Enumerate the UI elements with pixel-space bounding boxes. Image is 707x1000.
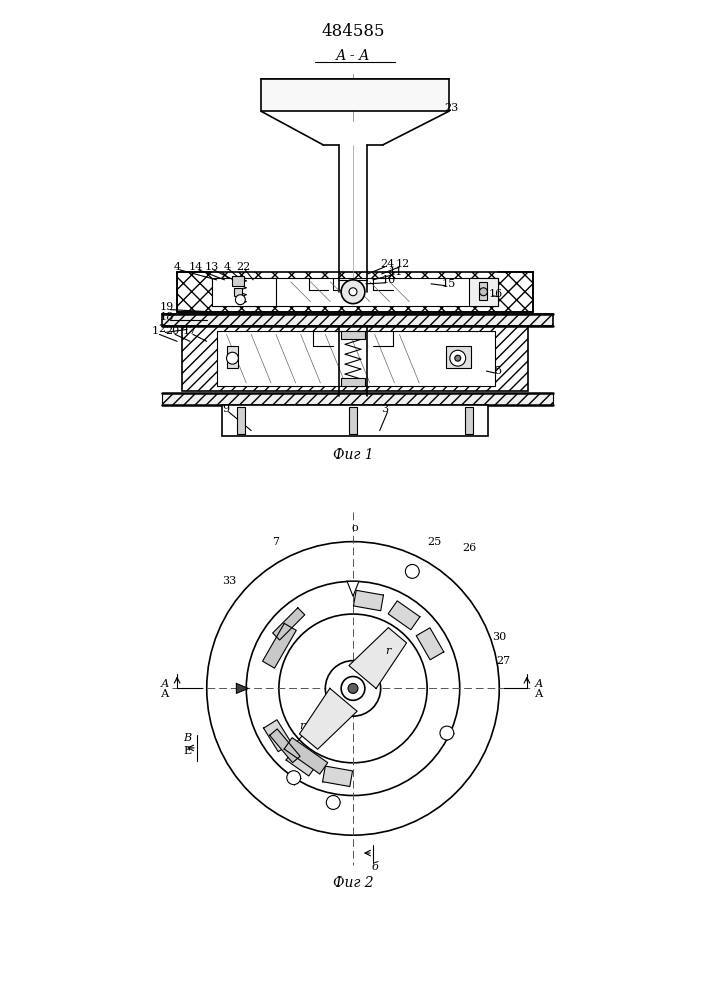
Text: 15: 15 bbox=[442, 279, 456, 289]
Text: 1: 1 bbox=[152, 326, 159, 336]
Circle shape bbox=[455, 355, 461, 361]
Bar bbox=[216, 331, 496, 386]
Polygon shape bbox=[286, 747, 318, 776]
Text: r: r bbox=[385, 646, 390, 656]
Text: 19: 19 bbox=[160, 302, 175, 312]
Circle shape bbox=[341, 280, 365, 304]
Circle shape bbox=[479, 288, 487, 296]
Text: 13: 13 bbox=[204, 262, 218, 272]
Polygon shape bbox=[269, 729, 300, 763]
Text: 33: 33 bbox=[223, 576, 237, 586]
Text: 26: 26 bbox=[462, 543, 477, 553]
Text: 9: 9 bbox=[222, 404, 229, 414]
Text: 4: 4 bbox=[173, 262, 181, 272]
Bar bbox=[341, 378, 365, 386]
Text: 14: 14 bbox=[189, 262, 203, 272]
Polygon shape bbox=[273, 608, 305, 640]
Text: 12: 12 bbox=[395, 259, 409, 269]
Polygon shape bbox=[236, 683, 248, 693]
Text: А: А bbox=[534, 679, 543, 689]
Text: 18: 18 bbox=[160, 312, 175, 322]
Text: Е: Е bbox=[183, 746, 191, 756]
Bar bbox=[177, 272, 533, 312]
Bar bbox=[464, 407, 472, 434]
Circle shape bbox=[235, 295, 245, 305]
Circle shape bbox=[327, 796, 340, 809]
Text: А: А bbox=[161, 689, 170, 699]
Polygon shape bbox=[349, 628, 407, 688]
Bar bbox=[233, 276, 245, 286]
Text: 5: 5 bbox=[495, 366, 502, 376]
Circle shape bbox=[405, 564, 419, 578]
Bar bbox=[446, 346, 471, 368]
Circle shape bbox=[440, 726, 454, 740]
Polygon shape bbox=[322, 766, 353, 787]
Polygon shape bbox=[416, 628, 444, 660]
Polygon shape bbox=[354, 590, 383, 611]
Circle shape bbox=[246, 581, 460, 796]
Bar bbox=[341, 331, 365, 339]
Text: 30: 30 bbox=[492, 632, 506, 642]
Text: 27: 27 bbox=[496, 656, 510, 666]
Text: 22: 22 bbox=[236, 262, 250, 272]
Circle shape bbox=[226, 352, 238, 364]
Bar bbox=[261, 79, 449, 111]
Text: 4: 4 bbox=[224, 262, 231, 272]
Polygon shape bbox=[300, 688, 357, 749]
Text: 3: 3 bbox=[381, 404, 388, 414]
Polygon shape bbox=[388, 601, 420, 630]
Bar bbox=[163, 314, 553, 326]
Text: 24: 24 bbox=[380, 259, 395, 269]
Polygon shape bbox=[264, 720, 291, 752]
Text: А: А bbox=[534, 689, 543, 699]
Bar bbox=[221, 405, 489, 436]
Text: А - А: А - А bbox=[336, 49, 370, 63]
Text: 11: 11 bbox=[388, 267, 402, 277]
Circle shape bbox=[325, 661, 380, 716]
Circle shape bbox=[450, 350, 466, 366]
Circle shape bbox=[206, 542, 499, 835]
Text: А: А bbox=[161, 679, 170, 689]
Bar bbox=[469, 278, 498, 306]
Bar bbox=[226, 346, 238, 368]
Circle shape bbox=[349, 288, 357, 296]
Text: r: r bbox=[299, 721, 304, 731]
Circle shape bbox=[348, 683, 358, 693]
Text: 2: 2 bbox=[158, 324, 166, 334]
Text: 10: 10 bbox=[382, 275, 396, 285]
Polygon shape bbox=[347, 581, 359, 596]
Circle shape bbox=[287, 771, 300, 785]
Circle shape bbox=[341, 677, 365, 700]
Text: 23: 23 bbox=[445, 103, 459, 113]
Text: Фиг 2: Фиг 2 bbox=[333, 876, 373, 890]
Polygon shape bbox=[284, 738, 328, 774]
Text: 16: 16 bbox=[489, 289, 503, 299]
Text: В: В bbox=[183, 733, 191, 743]
Bar bbox=[182, 326, 528, 391]
Bar bbox=[163, 393, 553, 405]
Text: 20: 20 bbox=[165, 326, 180, 336]
Polygon shape bbox=[262, 623, 296, 668]
Text: 7: 7 bbox=[272, 537, 279, 547]
Bar bbox=[235, 288, 243, 296]
Bar bbox=[479, 282, 487, 300]
Text: 17: 17 bbox=[183, 326, 197, 336]
Bar bbox=[238, 407, 245, 434]
Text: 484585: 484585 bbox=[321, 23, 385, 40]
Text: 25: 25 bbox=[427, 537, 441, 547]
Circle shape bbox=[279, 614, 427, 763]
Text: Фиг 1: Фиг 1 bbox=[333, 448, 373, 462]
Bar bbox=[349, 407, 357, 434]
Bar bbox=[211, 278, 498, 306]
Text: о: о bbox=[351, 523, 358, 533]
Bar bbox=[211, 278, 276, 306]
Text: б: б bbox=[371, 862, 378, 872]
